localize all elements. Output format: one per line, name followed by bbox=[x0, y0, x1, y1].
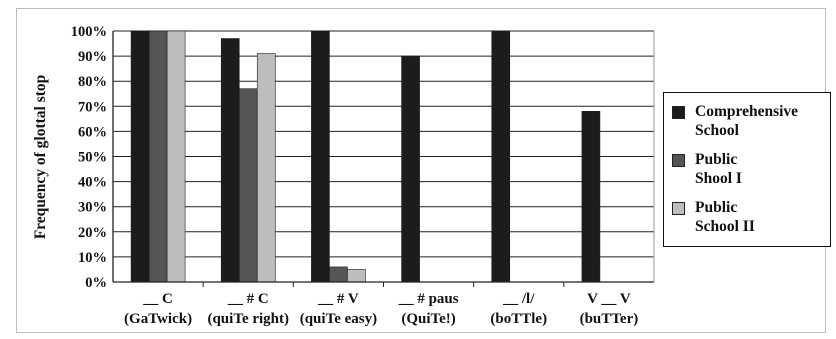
y-tick-label: 50% bbox=[78, 150, 107, 166]
x-tick-label: __ # paus bbox=[398, 291, 459, 307]
x-tick-label: __ # V bbox=[317, 291, 359, 307]
y-tick-label: 90% bbox=[78, 49, 107, 65]
x-tick-sublabel: (quiTe easy) bbox=[300, 311, 377, 327]
y-tick-label: 80% bbox=[78, 74, 107, 90]
x-tick-sublabel: (quiTe right) bbox=[207, 311, 289, 327]
y-tick-labels: 0% 10% 20% 30% 40% 50% 60% 70% 80% 90% 100% bbox=[71, 24, 107, 291]
bar bbox=[166, 30, 186, 283]
legend-swatch bbox=[672, 154, 685, 167]
y-tick-label: 20% bbox=[78, 225, 107, 241]
legend-item-public-shool-i: Public Shool I bbox=[672, 150, 742, 188]
x-tick-label: __ C bbox=[142, 291, 173, 307]
bar bbox=[347, 269, 366, 283]
legend-label: Public Shool I bbox=[695, 151, 742, 187]
bars bbox=[130, 30, 601, 283]
bar bbox=[148, 30, 168, 283]
y-tick-label: 40% bbox=[78, 175, 107, 191]
bar bbox=[220, 38, 240, 283]
y-tick-label: 100% bbox=[71, 24, 107, 40]
y-tick-label: 0% bbox=[85, 275, 107, 291]
legend-swatch bbox=[672, 202, 685, 215]
x-tick-label: __ # C bbox=[227, 291, 269, 307]
legend-label: Comprehensive School bbox=[695, 103, 799, 139]
x-tick-sublabel: (GaTwick) bbox=[124, 311, 192, 327]
y-tick-label: 30% bbox=[78, 200, 107, 216]
gridlines bbox=[113, 30, 654, 258]
x-tick-label: V __ V bbox=[587, 291, 631, 307]
bar bbox=[256, 53, 276, 283]
bar bbox=[130, 30, 150, 283]
bar bbox=[329, 266, 348, 283]
bar bbox=[401, 55, 420, 283]
x-tick-labels: __ C (GaTwick) __ # C (quiTe right) __ # V (q… bbox=[124, 291, 638, 327]
x-tick-sublabel: (QuiTe!) bbox=[401, 311, 455, 327]
bar bbox=[311, 30, 330, 283]
bar bbox=[491, 30, 511, 283]
x-tick-sublabel: (boTTle) bbox=[490, 311, 547, 327]
legend-item-comprehensive-school: Comprehensive School bbox=[672, 102, 798, 140]
x-tick-sublabel: (buTTer) bbox=[580, 311, 639, 327]
legend-swatch bbox=[672, 106, 685, 119]
y-axis-label: Frequency of glottal stop bbox=[32, 75, 49, 240]
y-tick-label: 10% bbox=[78, 250, 107, 266]
bar bbox=[581, 111, 601, 283]
axes bbox=[112, 31, 655, 287]
legend-item-public-school-ii: Public School II bbox=[672, 198, 755, 236]
y-tick-label: 60% bbox=[78, 124, 107, 140]
y-tick-label: 70% bbox=[78, 99, 107, 115]
x-tick-label: __ /l/ bbox=[502, 291, 535, 307]
legend: Comprehensive School Public Shool I Publ… bbox=[663, 92, 831, 247]
legend-label: Public School II bbox=[695, 199, 755, 235]
bar bbox=[238, 88, 258, 283]
